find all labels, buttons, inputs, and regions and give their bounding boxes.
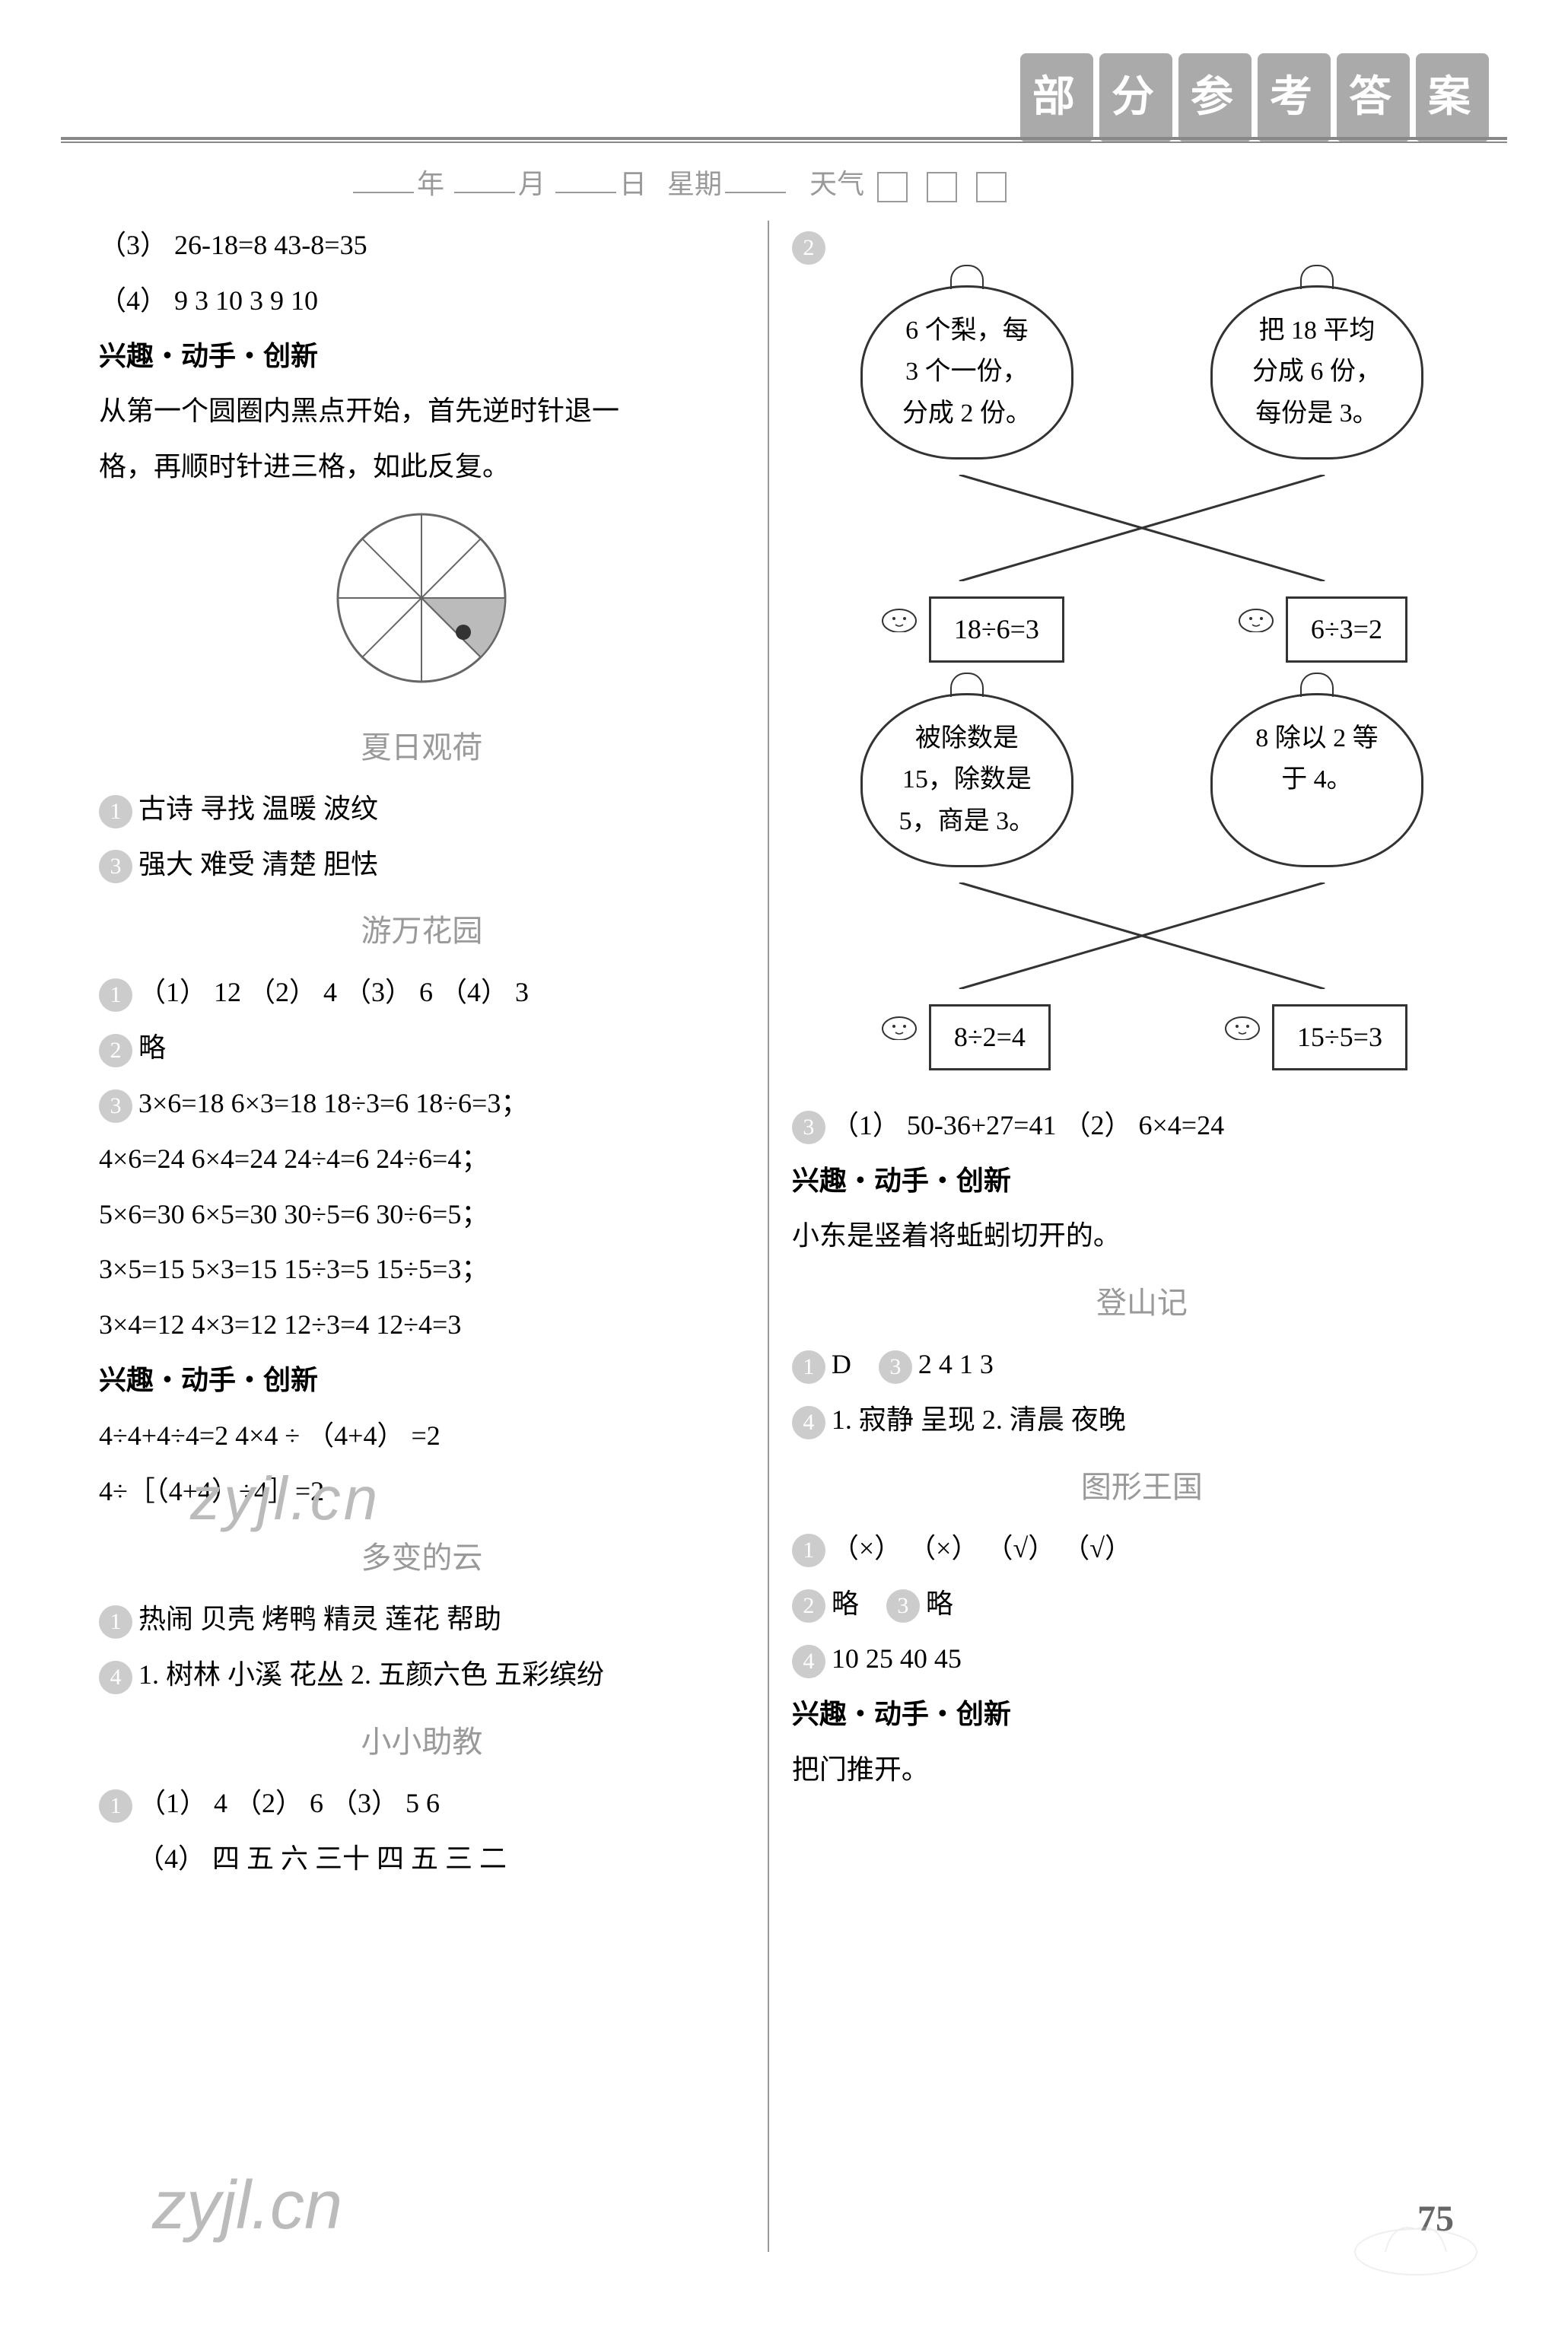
num-badge: 3	[99, 850, 132, 883]
result-box: 6÷3=2	[1286, 596, 1407, 663]
left-column: （3） 26-18=8 43-8=35 （4） 9 3 10 3 9 10 兴趣…	[99, 221, 768, 2252]
text-line: （4） 四 五 六 三十 四 五 三 二	[99, 1834, 745, 1884]
section-heading: 兴趣・动手・创新	[99, 332, 745, 381]
text-line: 2略	[99, 1023, 745, 1073]
text-line: 410 25 40 45	[792, 1634, 1492, 1684]
result-box: 8÷2=4	[929, 1004, 1051, 1070]
text-line: 33×6=18 6×3=18 18÷3=6 18÷6=3；	[99, 1079, 745, 1128]
section-title: 夏日观荷	[99, 720, 745, 775]
face-icon	[876, 602, 922, 632]
text-line: 41. 寂静 呈现 2. 清晨 夜晚	[792, 1395, 1492, 1445]
section-title: 登山记	[792, 1276, 1492, 1331]
num-badge: 4	[99, 1661, 132, 1694]
text-line: 1（1） 12 （2） 4 （3） 6 （4） 3	[99, 968, 745, 1017]
text-line: 格，再顺时针进三格，如此反复。	[99, 442, 745, 491]
banner-char: 分	[1099, 53, 1172, 142]
num-badge: 1	[792, 1534, 825, 1567]
result-box: 18÷6=3	[929, 596, 1064, 663]
day-label: 日	[619, 169, 647, 199]
text-line: 3×4=12 4×3=12 12÷3=4 12÷4=3	[99, 1300, 745, 1350]
watermark: zyjl.cn	[190, 1444, 380, 1554]
num-badge: 2	[99, 1034, 132, 1067]
text-line: 1热闹 贝壳 烤鸭 精灵 莲花 帮助	[99, 1595, 745, 1644]
text-line: 1（1） 4 （2） 6 （3） 5 6	[99, 1779, 745, 1828]
num-badge: 3	[886, 1589, 920, 1623]
butterfly-diagram: 被除数是 15，除数是 5，商是 3。 8 除以 2 等 于 4。 8	[792, 693, 1492, 1070]
divider-line	[61, 137, 1507, 143]
cross-lines	[838, 883, 1446, 989]
banner-char: 部	[1020, 53, 1093, 142]
cross-lines	[838, 475, 1446, 581]
section-title: 游万花园	[99, 904, 745, 959]
weather-box	[976, 172, 1007, 202]
text-line: 3（1） 50-36+27=41 （2） 6×4=24	[792, 1101, 1492, 1150]
header-banner: 部分参考答案	[1017, 53, 1492, 142]
butterfly-box: 8 除以 2 等 于 4。	[1210, 693, 1423, 867]
num-badge: 3	[792, 1111, 825, 1144]
num-badge: 1	[99, 1789, 132, 1823]
section-heading: 兴趣・动手・创新	[792, 1156, 1492, 1206]
text-line: 3强大 难受 清楚 胆怯	[99, 840, 745, 889]
num-badge: 4	[792, 1645, 825, 1678]
section-title: 图形王国	[792, 1460, 1492, 1515]
weekday-label: 星期	[667, 169, 722, 199]
num-badge: 3	[879, 1350, 912, 1384]
banner-char: 案	[1416, 53, 1489, 142]
text-line: 把门推开。	[792, 1745, 1492, 1795]
num-badge: 1	[99, 795, 132, 828]
text-line: 41. 树林 小溪 花丛 2. 五颜六色 五彩缤纷	[99, 1650, 745, 1700]
text-line: 4×6=24 6×4=24 24÷4=6 24÷6=4；	[99, 1134, 745, 1184]
banner-char: 考	[1258, 53, 1331, 142]
weather-box	[927, 172, 957, 202]
text-line: （4） 9 3 10 3 9 10	[99, 276, 745, 326]
weather-label: 天气	[809, 169, 864, 199]
butterfly-box: 被除数是 15，除数是 5，商是 3。	[860, 693, 1073, 867]
face-icon	[876, 1010, 922, 1040]
weather-box	[877, 172, 908, 202]
banner-char: 参	[1178, 53, 1252, 142]
text-line: 2略 3略	[792, 1579, 1492, 1629]
text-line: 从第一个圆圈内黑点开始，首先逆时针退一	[99, 386, 745, 436]
butterfly-box: 6 个梨，每 3 个一份， 分成 2 份。	[860, 285, 1073, 460]
pie-chart	[99, 507, 745, 705]
content-area: （3） 26-18=8 43-8=35 （4） 9 3 10 3 9 10 兴趣…	[99, 221, 1492, 2252]
section-heading: 兴趣・动手・创新	[99, 1356, 745, 1405]
text-line: 2	[792, 221, 1492, 270]
month-label: 月	[518, 169, 545, 199]
date-line: 年 月 日 星期 天气	[350, 160, 1492, 209]
num-badge: 1	[99, 1605, 132, 1639]
text-line: 1古诗 寻找 温暖 波纹	[99, 784, 745, 834]
butterfly-box: 把 18 平均 分成 6 份， 每份是 3。	[1210, 285, 1423, 460]
page-decoration-icon	[1340, 2191, 1492, 2282]
text-line: 小东是竖着将蚯蚓切开的。	[792, 1211, 1492, 1261]
num-badge: 1	[99, 978, 132, 1012]
result-box: 15÷5=3	[1272, 1004, 1407, 1070]
face-icon	[1233, 602, 1279, 632]
text-line: 5×6=30 6×5=30 30÷5=6 30÷6=5；	[99, 1190, 745, 1239]
watermark: zyjl.cn	[152, 2144, 342, 2267]
num-badge: 2	[792, 231, 825, 265]
num-badge: 3	[99, 1089, 132, 1123]
num-badge: 2	[792, 1589, 825, 1623]
text-line: 3×5=15 5×3=15 15÷3=5 15÷5=3；	[99, 1245, 745, 1294]
num-badge: 4	[792, 1406, 825, 1439]
section-heading: 兴趣・动手・创新	[792, 1690, 1492, 1739]
text-line: （3） 26-18=8 43-8=35	[99, 221, 745, 270]
face-icon	[1220, 1010, 1265, 1040]
section-title: 小小助教	[99, 1715, 745, 1770]
year-label: 年	[417, 169, 444, 199]
text-line: 1（×） （×） （√） （√）	[792, 1524, 1492, 1573]
banner-char: 答	[1337, 53, 1410, 142]
num-badge: 1	[792, 1350, 825, 1384]
butterfly-diagram: 6 个梨，每 3 个一份， 分成 2 份。 把 18 平均 分成 6 份， 每份…	[792, 285, 1492, 663]
right-column: 2 6 个梨，每 3 个一份， 分成 2 份。 把 18 平均 分成 6 份， …	[768, 221, 1492, 2252]
text-line: 1D 32 4 1 3	[792, 1340, 1492, 1389]
